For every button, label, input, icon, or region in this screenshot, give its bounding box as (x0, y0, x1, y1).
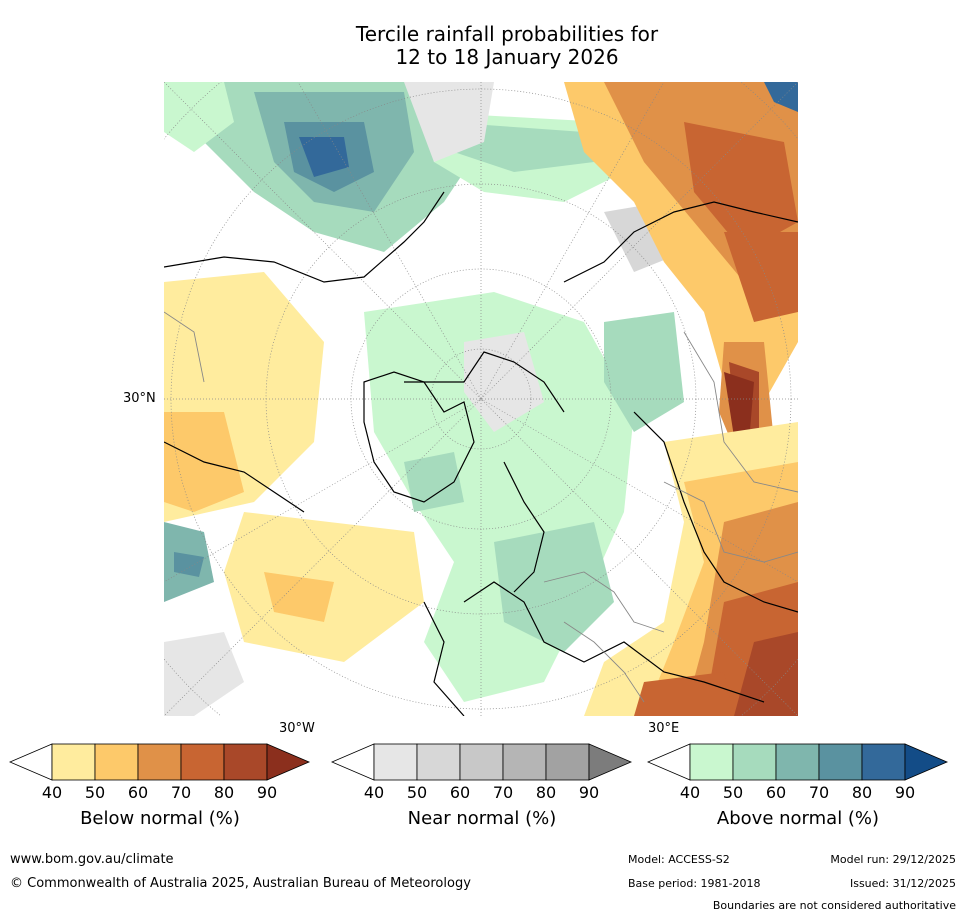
tick-label: 40 (41, 783, 63, 802)
colorbar-extend-high (588, 743, 633, 781)
colorbar-swatch (818, 743, 863, 781)
issued-date: Issued: 31/12/2025 (849, 877, 956, 890)
tick-label: 50 (722, 783, 744, 802)
colorbar-near-label: Near normal (%) (407, 808, 557, 829)
tick-label: 40 (679, 783, 701, 802)
boundaries-disclaimer: Boundaries are not considered authoritat… (712, 899, 956, 912)
tick-label: 60 (127, 783, 149, 802)
colorbar-swatch (459, 743, 504, 781)
map-title-line2: 12 to 18 January 2026 (395, 45, 619, 69)
colorbar-near-swatches (331, 743, 633, 781)
colorbar-below-label: Below normal (%) (80, 808, 240, 829)
model-name: Model: ACCESS-S2 (628, 853, 730, 866)
colorbar-swatch (137, 743, 182, 781)
tick-label: 90 (256, 783, 278, 802)
national-boundaries (164, 311, 798, 703)
tick-label: 70 (808, 783, 830, 802)
tick-label: 70 (170, 783, 192, 802)
map-title-line1: Tercile rainfall probabilities for (355, 22, 659, 46)
colorbar-extend-low (647, 743, 691, 781)
colorbar-swatch (180, 743, 225, 781)
tick-label: 70 (492, 783, 514, 802)
colorbar-swatch (416, 743, 461, 781)
graticule (164, 82, 798, 716)
coastlines (164, 191, 798, 716)
tick-label: 40 (363, 783, 385, 802)
colorbar-swatch (94, 743, 139, 781)
base-period: Base period: 1981-2018 (628, 877, 761, 890)
colorbar-extend-low (9, 743, 53, 781)
colorbar-extend-high (904, 743, 949, 781)
copyright-text: © Commonwealth of Australia 2025, Austra… (10, 876, 471, 891)
colorbar-swatch (502, 743, 547, 781)
colorbar-extend-low (331, 743, 375, 781)
tick-label: 50 (406, 783, 428, 802)
colorbar-swatch (732, 743, 777, 781)
colorbar-swatch (373, 743, 418, 781)
colorbar-below-swatches (9, 743, 311, 781)
longitude-label-left: 30°W (279, 721, 315, 736)
website-link[interactable]: www.bom.gov.au/climate (10, 852, 174, 867)
colorbar-swatch (223, 743, 268, 781)
colorbar-swatch (861, 743, 906, 781)
tick-label: 60 (765, 783, 787, 802)
tick-label: 90 (578, 783, 600, 802)
colorbar-above-label: Above normal (%) (716, 808, 880, 829)
tick-label: 90 (894, 783, 916, 802)
colorbar-swatch (775, 743, 820, 781)
tick-label: 80 (535, 783, 557, 802)
model-run-date: Model run: 29/12/2025 (830, 853, 956, 866)
latitude-label: 30°N (123, 391, 156, 406)
colorbar-above-swatches (647, 743, 949, 781)
colorbar-extend-high (266, 743, 311, 781)
tick-label: 60 (449, 783, 471, 802)
longitude-label-right: 30°E (648, 721, 680, 736)
tick-label: 50 (84, 783, 106, 802)
colorbar-swatch (51, 743, 96, 781)
colorbar-swatch (689, 743, 734, 781)
colorbar-swatch (545, 743, 590, 781)
tick-label: 80 (213, 783, 235, 802)
polar-rainfall-map (164, 82, 798, 716)
tick-label: 80 (851, 783, 873, 802)
probability-shading (164, 82, 798, 716)
